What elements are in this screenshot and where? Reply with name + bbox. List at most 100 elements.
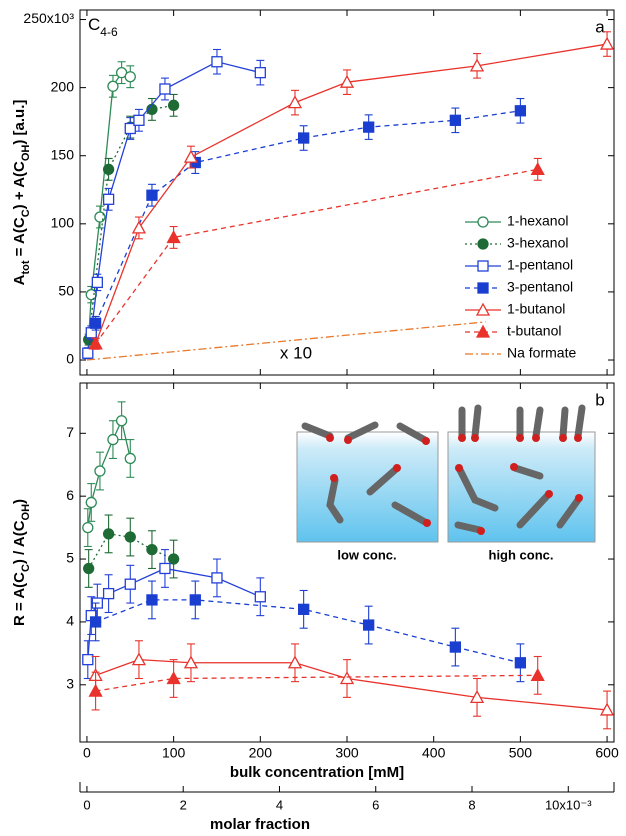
series-line [87,567,261,660]
marker [287,95,303,109]
molecule [301,422,334,440]
y-label-part: ) / A(C [11,520,28,564]
legend-marker [475,302,491,316]
y-tick-label: 50 [58,283,74,299]
marker [449,114,462,126]
marker [254,591,266,603]
y-label-part: OH [20,504,32,521]
oh [510,463,518,471]
oh [516,434,524,442]
marker [514,657,527,669]
oh [344,436,352,444]
x2-tick-label: 2 [180,797,187,812]
marker [131,220,147,234]
oh [330,474,338,482]
corner-label-part: C [88,15,100,34]
y-label-part: C [20,209,32,217]
molecule [456,466,499,512]
oh [423,519,431,527]
marker [82,653,94,666]
marker [183,149,199,163]
series-line [94,43,608,344]
marker [124,578,136,590]
oh [326,434,334,442]
y-label-part: = A(C [11,217,28,260]
oh [575,494,583,502]
marker [469,690,485,704]
corner-label-part: 4-6 [100,25,118,39]
y-tick-label: 200 [51,78,75,94]
marker [166,671,181,685]
y-tick-label: 7 [66,424,74,440]
marker [107,433,119,446]
molecule [391,501,429,526]
oh [393,464,401,472]
annotation: x 10 [280,343,312,362]
marker [102,587,115,600]
marker [514,105,527,117]
marker [167,99,180,111]
y-tick-label: 0 [66,351,74,367]
marker [88,336,103,350]
x2-tick-label: 8 [468,797,475,812]
x-axis-label: bulk concentration [mM] [230,764,404,781]
panel-label: a [595,17,605,36]
marker [124,71,136,83]
molecule [396,422,429,444]
x2-tick-label: 6 [372,797,379,812]
x-tick-label: 300 [335,745,359,761]
marker [146,189,158,201]
marker [469,58,485,72]
marker [85,327,97,339]
legend-label: 1-hexanol [507,213,569,229]
marker [82,521,94,534]
oh [574,434,582,442]
y-tick-label: 5 [66,550,74,566]
legend-marker [477,282,489,294]
molecule [366,466,399,496]
y-tick-label: 150 [51,146,75,162]
marker [124,531,136,543]
molecule [471,404,482,440]
x-tick-label: 400 [422,745,446,761]
x-tick-label: 600 [595,745,619,761]
legend-label: 3-hexanol [507,235,569,251]
molecule [516,491,552,529]
marker [124,122,136,135]
legend-label: Na formate [507,345,576,361]
inset-label: high conc. [489,547,554,562]
marker [530,667,545,682]
marker [449,641,462,653]
y-tick-label: 6 [66,487,74,503]
molecule [326,476,344,524]
legend-label: t-butanol [507,323,561,339]
y-axis-label: R = A(CC) / A(COH) [11,499,32,626]
marker [146,543,158,556]
marker [159,83,171,95]
oh [477,527,485,535]
oh [422,437,430,445]
molecule [556,496,582,529]
legend-marker [477,216,489,228]
legend-label: 1-butanol [507,301,565,317]
series-line [95,674,538,692]
marker [298,603,310,615]
marker [599,702,615,716]
marker [83,562,95,575]
marker [339,74,355,88]
x-tick-label: 100 [162,745,186,761]
y-label-part: ) + A(C [11,161,28,209]
marker [115,415,128,427]
marker [102,528,115,540]
marker [102,193,115,205]
x-tick-label: 200 [249,745,273,761]
molecule [511,464,544,480]
marker [287,655,303,669]
x-tick-label: 500 [509,745,533,761]
oh [455,464,463,472]
y-label-part: OH [20,145,32,162]
marker [363,619,375,631]
x2-tick-label: 0 [83,797,90,812]
y-tick-label: 100 [51,215,75,231]
y-tick-label: 250x10³ [23,10,74,26]
